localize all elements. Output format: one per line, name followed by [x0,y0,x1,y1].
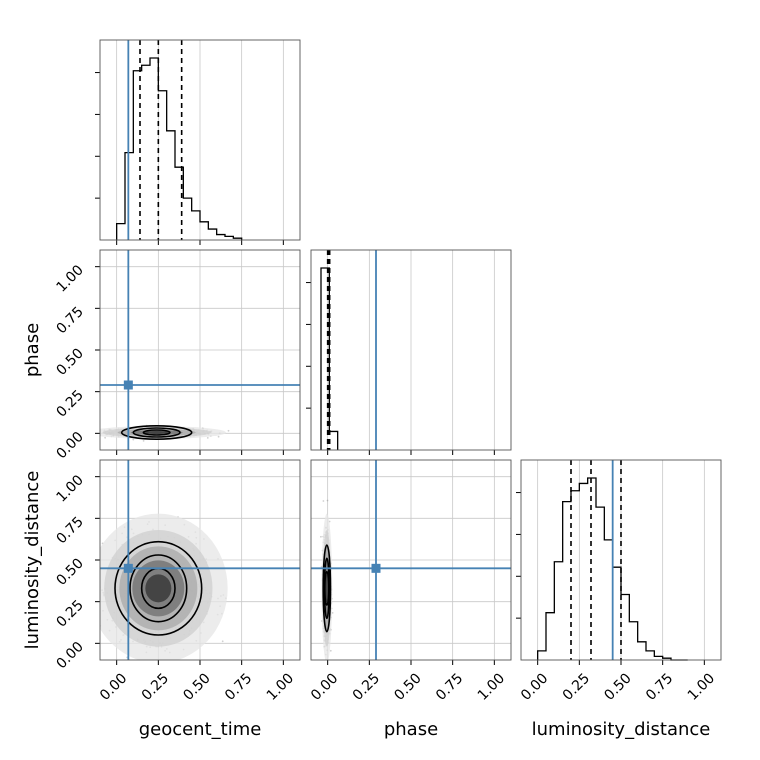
x-tick-label-4: 1.00 [475,670,508,703]
density-layer [90,250,300,450]
y-axis-label: phase [22,323,43,377]
y-tick-label-2: 0.50 [53,346,86,379]
y-tick-label-1: 0.25 [53,597,86,630]
x-tick-label-2: 0.50 [391,670,424,703]
x-tick-label-2: 0.50 [601,670,634,703]
y-axis-phase: 0.00 0.25 0.50 0.75 1.00 phase [22,262,87,462]
panel-border [99,39,301,241]
y-tick-label-3: 0.75 [53,514,86,547]
y-tick-label-1: 0.25 [53,387,86,420]
scatter-point [72,584,74,586]
x-tick-label-1: 0.25 [350,670,383,703]
truth-marker [123,380,133,390]
scatter-point [324,661,326,663]
panel-luminosity_distance-hist [516,459,722,665]
x-axis-label: luminosity_distance [532,719,711,740]
y-axis-label: luminosity_distance [22,471,43,650]
x-tick-label-0: 0.00 [518,670,551,703]
scatter-point [326,499,329,502]
density-level-4 [143,431,170,434]
y-tick-label-0: 0.00 [53,639,86,672]
x-tick-label-0: 0.00 [308,670,341,703]
x-tick-label-4: 1.00 [264,670,297,703]
panel-phase-hist [306,249,512,455]
y-tick-label-3: 0.75 [53,304,86,337]
scatter-point [326,660,328,662]
scatter-point [217,435,220,438]
x-axis-label: phase [384,719,438,740]
scatter-point [93,630,95,632]
scatter-point [132,438,135,441]
scatter-point [221,640,224,643]
scatter-point [90,431,92,433]
contour-0 [142,429,171,436]
scatter-point [227,429,230,432]
x-tick-label-3: 0.75 [433,670,466,703]
panel-geocent_time-vs-phase [90,249,301,455]
x-axis-phase: 0.00 0.25 0.50 0.75 1.00 phase [308,670,508,740]
scatter-point [322,500,325,502]
histogram-geocent_time [116,57,243,240]
scatter-point [91,430,93,432]
x-tick-label-1: 0.25 [139,670,172,703]
panel-border [310,249,512,451]
panel-border [520,459,722,661]
panel-border [99,249,301,451]
scatter-point [98,575,100,577]
x-tick-label-1: 0.25 [560,670,593,703]
density-level-4 [325,574,329,603]
scatter-point [331,612,334,614]
panel-geocent_time-hist [95,39,301,245]
panel-border [99,459,301,661]
density-layer [72,460,300,666]
scatter-point [104,436,106,439]
x-axis-label: geocent_time [139,719,262,740]
truth-marker [123,563,133,573]
panel-border [310,459,512,661]
density-layer [311,460,511,663]
contour-2 [322,544,332,633]
panel-geocent_time-vs-luminosity_distance [72,459,301,666]
scatter-point [97,602,99,604]
scatter-point [147,664,149,666]
y-tick-label-4: 1.00 [53,262,86,295]
y-tick-label-4: 1.00 [53,472,86,505]
contour-1 [132,427,181,438]
scatter-point [329,649,332,652]
panel-phase-vs-luminosity_distance [310,459,512,665]
scatter-point [90,431,92,433]
scatter-point [89,556,91,558]
x-axis-luminosity_distance: 0.00 0.25 0.50 0.75 1.00 luminosity_distance [518,670,718,740]
y-axis-luminosity_distance: 0.00 0.25 0.50 0.75 1.00 luminosity_distance [22,471,87,673]
contour-1 [323,557,330,620]
scatter-point [96,429,98,431]
y-tick-label-0: 0.00 [53,429,86,462]
scatter-point [142,440,145,442]
contour-1 [129,554,188,623]
scatter-point [206,437,209,439]
scatter-point [82,624,84,626]
truth-marker [371,563,381,573]
x-tick-label-3: 0.75 [222,670,255,703]
density-level-4 [145,574,172,603]
contour-2 [120,425,193,440]
contour-2 [114,540,203,636]
x-tick-label-2: 0.50 [180,670,213,703]
y-tick-label-2: 0.50 [53,556,86,589]
histogram-luminosity_distance [537,477,688,661]
x-tick-label-0: 0.00 [97,670,130,703]
x-tick-label-3: 0.75 [643,670,676,703]
scatter-point [320,535,322,538]
scatter-point [89,578,91,580]
scatter-point [97,616,99,618]
x-tick-label-4: 1.00 [685,670,718,703]
